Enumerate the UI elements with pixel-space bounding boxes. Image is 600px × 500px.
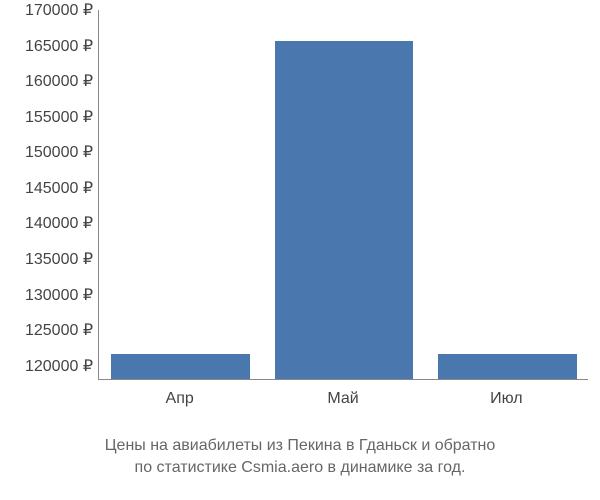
x-tick-label: Апр	[166, 390, 194, 408]
chart-container: 120000 ₽ 125000 ₽ 130000 ₽ 135000 ₽ 140000 ₽…	[0, 0, 600, 500]
y-tick-label: 150000 ₽	[25, 142, 93, 162]
x-axis: Апр Май Июл	[98, 390, 588, 420]
y-tick-label: 160000 ₽	[25, 71, 93, 91]
caption-line-1: Цены на авиабилеты из Пекина в Гданьск и…	[105, 437, 496, 454]
plot-area	[98, 10, 588, 380]
y-tick-label: 170000 ₽	[25, 0, 93, 20]
bar	[438, 354, 577, 379]
bar	[275, 41, 414, 379]
x-tick-label: Май	[327, 390, 358, 408]
y-tick-label: 120000 ₽	[25, 356, 93, 376]
y-tick-label: 140000 ₽	[25, 213, 93, 233]
y-tick-label: 165000 ₽	[25, 36, 93, 56]
y-tick-label: 125000 ₽	[25, 320, 93, 340]
x-tick-label: Июл	[490, 390, 522, 408]
y-tick-label: 155000 ₽	[25, 107, 93, 127]
y-tick-label: 130000 ₽	[25, 285, 93, 305]
bar	[111, 354, 250, 379]
y-tick-label: 135000 ₽	[25, 249, 93, 269]
caption-line-2: по статистике Csmia.aero в динамике за г…	[135, 459, 466, 476]
y-axis: 120000 ₽ 125000 ₽ 130000 ₽ 135000 ₽ 140000 ₽…	[0, 10, 98, 380]
y-tick-label: 145000 ₽	[25, 178, 93, 198]
chart-caption: Цены на авиабилеты из Пекина в Гданьск и…	[0, 435, 600, 480]
